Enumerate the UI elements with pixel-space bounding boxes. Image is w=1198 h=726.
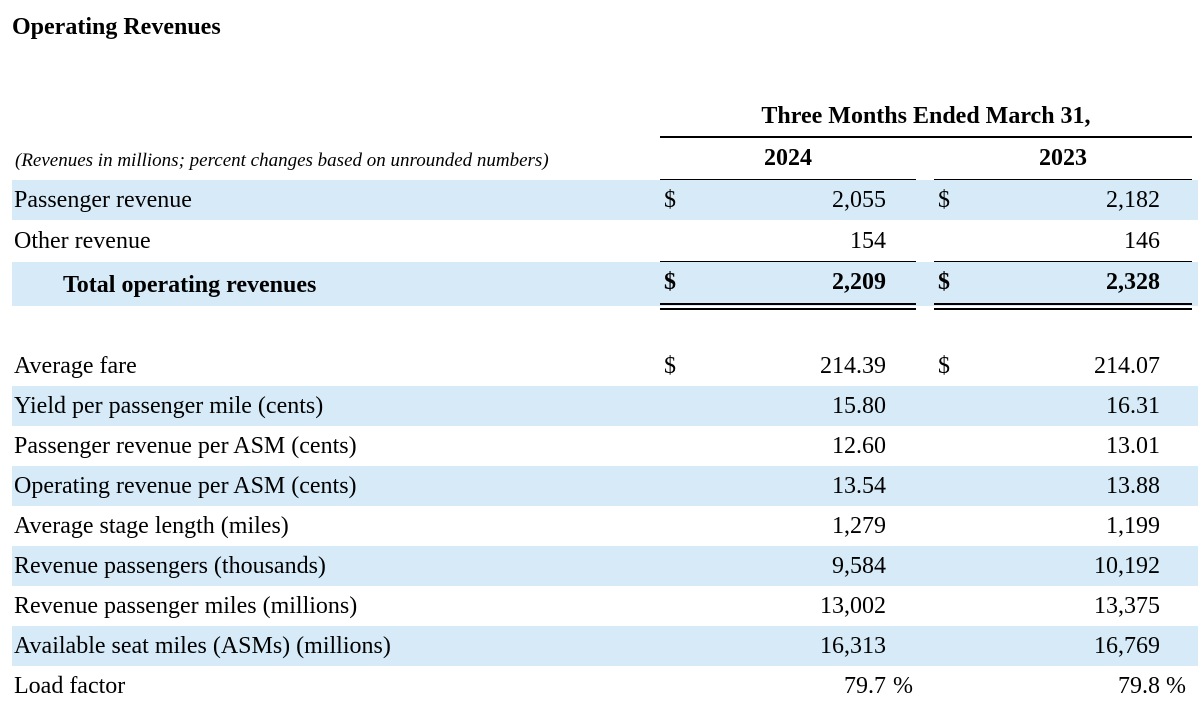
currency-symbol: $ (664, 353, 676, 379)
value-current: 9,584 (832, 553, 886, 579)
currency-symbol: $ (938, 353, 950, 379)
row-label-average-stage-length: Average stage length (miles) (14, 513, 289, 539)
value-prior: 13.01 (1106, 433, 1160, 459)
period-header: Three Months Ended March 31, (761, 103, 1091, 129)
value-current: 2,055 (832, 187, 886, 213)
value-current: 214.39 (820, 353, 886, 379)
period-underline (660, 136, 1192, 138)
value-prior: 16.31 (1106, 393, 1160, 419)
value-prior: 2,182 (1106, 187, 1160, 213)
subtotal-rule (660, 261, 916, 262)
value-prior: 13,375 (1094, 593, 1160, 619)
row-band (12, 262, 1198, 306)
row-band (12, 626, 1198, 666)
value-current: 13.54 (832, 473, 886, 499)
subtotal-rule (934, 261, 1192, 262)
row-label-available-seat-miles: Available seat miles (ASMs) (millions) (14, 633, 391, 659)
row-label-revenue-passenger-miles: Revenue passenger miles (millions) (14, 593, 358, 619)
row-band (12, 180, 1198, 220)
row-label-passenger-revenue: Passenger revenue (14, 187, 192, 213)
row-label-average-fare: Average fare (14, 353, 137, 379)
value-current: 16,313 (820, 633, 886, 659)
column-header-current-year: 2024 (764, 145, 812, 171)
value-prior: 1,199 (1106, 513, 1160, 539)
value-prior: 13.88 (1106, 473, 1160, 499)
percent-symbol: % (1166, 673, 1186, 699)
value-current: 13,002 (820, 593, 886, 619)
value-prior: 214.07 (1094, 353, 1160, 379)
row-label-load-factor: Load factor (14, 673, 126, 699)
value-prior: 79.8 (1118, 673, 1160, 699)
row-band (12, 546, 1198, 586)
row-label-other-revenue: Other revenue (14, 228, 151, 254)
row-band (12, 466, 1198, 506)
row-label-passenger-revenue-per-asm: Passenger revenue per ASM (cents) (14, 433, 357, 459)
total-double-rule (660, 303, 916, 310)
value-prior: 10,192 (1094, 553, 1160, 579)
value-current: 79.7 (844, 673, 886, 699)
value-current: 12.60 (832, 433, 886, 459)
row-label-operating-revenue-per-asm: Operating revenue per ASM (cents) (14, 473, 357, 499)
value-prior: 16,769 (1094, 633, 1160, 659)
currency-symbol: $ (664, 187, 676, 213)
currency-symbol: $ (938, 187, 950, 213)
value-current: 15.80 (832, 393, 886, 419)
page-title: Operating Revenues (12, 14, 221, 40)
column-header-prior-year: 2023 (1039, 145, 1087, 171)
currency-symbol: $ (938, 269, 950, 295)
row-label-total-operating-revenues: Total operating revenues (63, 272, 317, 298)
value-current: 2,209 (832, 269, 886, 295)
table-note: (Revenues in millions; percent changes b… (15, 150, 549, 171)
value-prior: 146 (1124, 228, 1160, 254)
currency-symbol: $ (664, 269, 676, 295)
total-double-rule (934, 303, 1192, 310)
value-prior: 2,328 (1106, 269, 1160, 295)
row-label-yield: Yield per passenger mile (cents) (14, 393, 324, 419)
value-current: 154 (850, 228, 886, 254)
row-label-revenue-passengers: Revenue passengers (thousands) (14, 553, 326, 579)
row-band (12, 386, 1198, 426)
percent-symbol: % (893, 673, 913, 699)
value-current: 1,279 (832, 513, 886, 539)
